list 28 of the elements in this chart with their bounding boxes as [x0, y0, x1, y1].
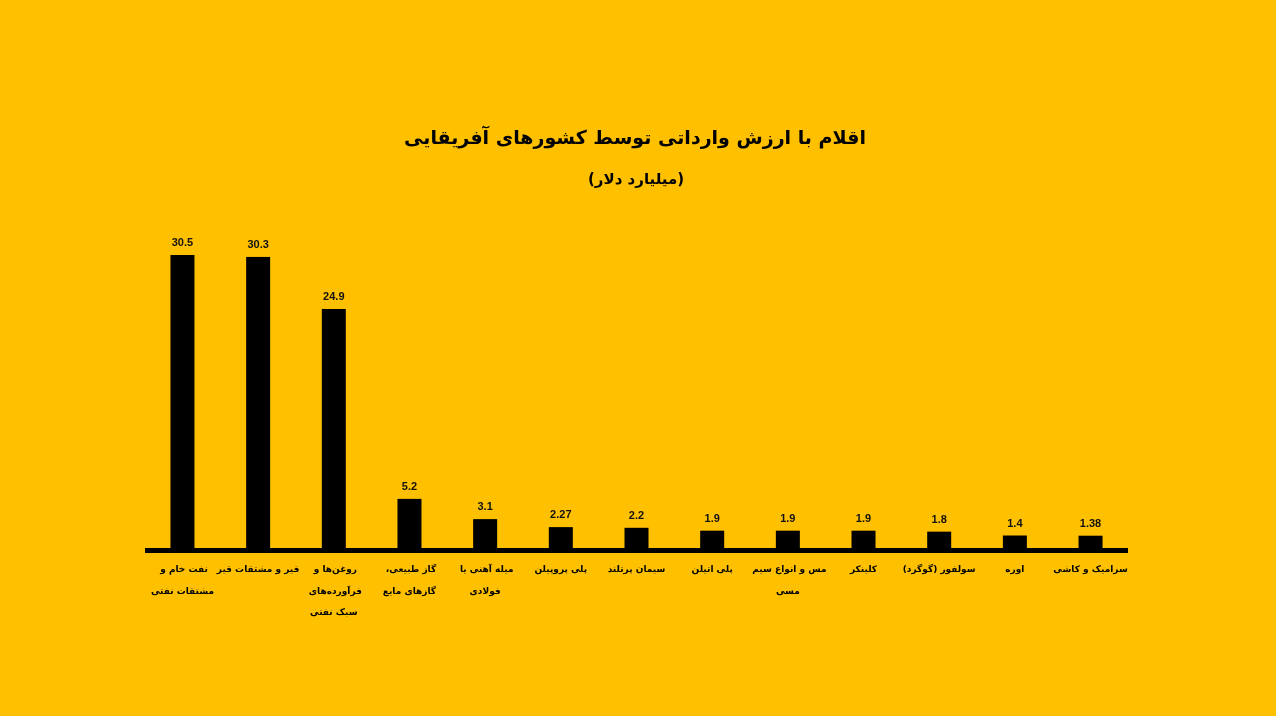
- data-label: 30.3: [247, 237, 269, 250]
- data-label: 1.4: [1007, 516, 1023, 529]
- data-label: 24.9: [323, 290, 345, 302]
- x-tick-label: گاز طبیعی، گازهای مایع: [382, 564, 437, 596]
- x-tick-label: اوره: [1005, 564, 1025, 574]
- x-tick-label: قیر و مشتقات قیر: [216, 564, 300, 574]
- x-tick-label: پلی پروپیلن: [534, 564, 588, 574]
- x-tick-label: سولفور (گوگرد): [902, 564, 976, 574]
- x-tick-label: روغن‌ها و فرآورده‌های سبک نفتی: [308, 564, 362, 617]
- data-label: 2.2: [628, 508, 645, 521]
- x-tick-label: مس و انواع سیم مسی: [752, 564, 827, 596]
- subtitle: (میلیارد دلار): [587, 170, 685, 188]
- data-label: 2.27: [550, 508, 572, 521]
- x-tick-label: سیمان پرتلند: [607, 564, 666, 574]
- x-tick-label: سرامیک و کاشی: [1053, 564, 1128, 574]
- x-tick-label: کلینکر: [849, 564, 878, 574]
- x-tick-label: پلی اتیلن: [691, 564, 733, 574]
- data-label: 1.9: [704, 511, 720, 524]
- data-label: 3.1: [477, 500, 493, 513]
- data-label: 30.5: [171, 236, 194, 248]
- data-label: 1.38: [1079, 516, 1102, 529]
- data-label: 1.8: [931, 512, 947, 525]
- data-label: 5.2: [401, 479, 418, 492]
- title: اقلام با ارزش وارداتی توسط کشورهای آفریقایی: [404, 126, 866, 148]
- data-label: 1.9: [855, 511, 872, 524]
- x-tick-label: نفت خام و مشتقات نفتی: [150, 564, 214, 596]
- x-tick-label: میله آهنی یا فولادی: [459, 564, 514, 596]
- data-label: 1.9: [780, 511, 796, 524]
